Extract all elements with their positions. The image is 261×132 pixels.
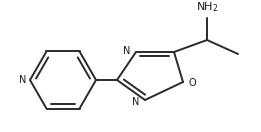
Text: O: O — [188, 78, 196, 88]
Text: N: N — [132, 97, 140, 107]
Text: NH$_2$: NH$_2$ — [196, 0, 218, 14]
Text: N: N — [19, 75, 27, 85]
Text: N: N — [123, 46, 131, 56]
